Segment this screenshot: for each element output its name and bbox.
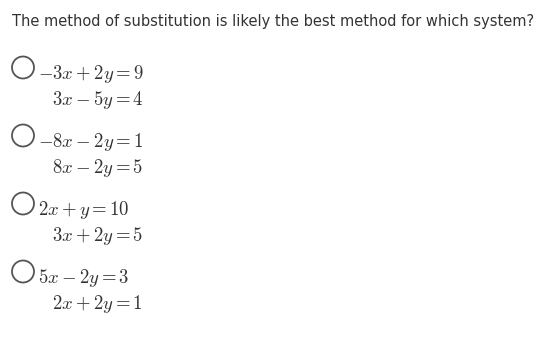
Text: The method of substitution is likely the best method for which system?: The method of substitution is likely the… [12,14,534,29]
Text: $2x + 2y = 1$: $2x + 2y = 1$ [52,293,143,315]
Text: $3x + 2y = 5$: $3x + 2y = 5$ [52,225,143,247]
Text: $3x - 5y = 4$: $3x - 5y = 4$ [52,89,144,111]
Text: $2x + y = 10$: $2x + y = 10$ [38,199,130,221]
Text: $5x - 2y = 3$: $5x - 2y = 3$ [38,267,130,289]
Text: $8x - 2y = 5$: $8x - 2y = 5$ [52,157,143,179]
Text: $-3x + 2y = 9$: $-3x + 2y = 9$ [38,63,144,85]
Text: $-8x - 2y = 1$: $-8x - 2y = 1$ [38,131,144,153]
